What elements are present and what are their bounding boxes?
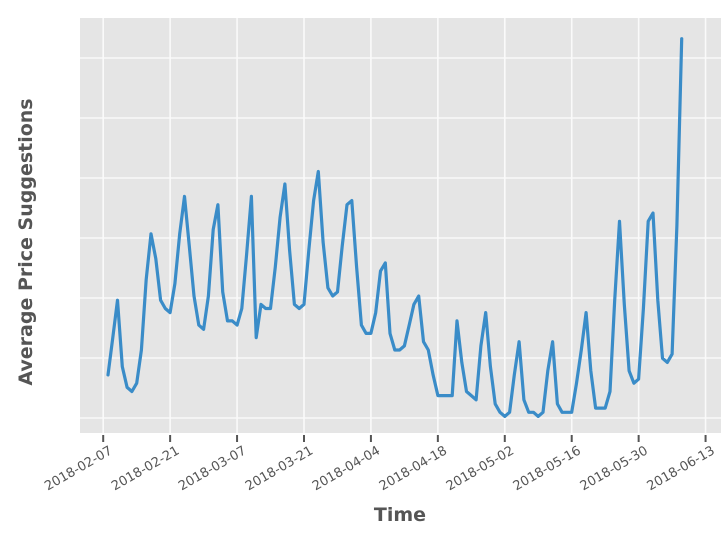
x-tick-label: 2018-02-07 — [42, 443, 115, 494]
y-axis-label: Average Price Suggestions — [15, 98, 37, 386]
x-tick-label: 2018-05-16 — [511, 443, 584, 494]
price-suggestions-line — [106, 37, 684, 418]
x-tick-label: 2018-03-07 — [176, 443, 249, 494]
x-tick-label: 2018-06-13 — [645, 443, 718, 494]
x-tick-label: 2018-05-30 — [578, 443, 651, 494]
x-tick-label: 2018-03-21 — [243, 443, 316, 494]
x-tick-label: 2018-04-04 — [310, 443, 383, 494]
x-tick-label: 2018-02-21 — [109, 443, 182, 494]
x-tick-label: 2018-04-18 — [377, 443, 450, 494]
x-axis-label: Time — [373, 504, 427, 526]
x-tick-label: 2018-05-02 — [444, 443, 517, 494]
plot-area — [80, 18, 721, 433]
